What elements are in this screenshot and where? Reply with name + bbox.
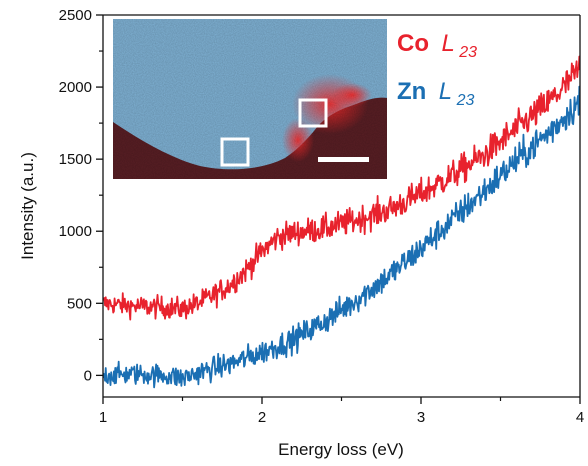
y-axis-title: Intensity (a.u.) xyxy=(18,152,37,260)
legend-entry-co: Co L 23 xyxy=(397,30,477,61)
y-tick-label: 1000 xyxy=(59,223,92,240)
legend-co-edge: L xyxy=(441,30,454,57)
legend-entry-zn: Zn L 23 xyxy=(397,78,474,109)
y-tick-label: 2000 xyxy=(59,79,92,96)
x-axis-title: Energy loss (eV) xyxy=(278,440,404,459)
legend-zn-edge-subscript: 23 xyxy=(456,92,475,109)
inset-marker-co xyxy=(298,98,328,128)
series-line-co xyxy=(103,55,580,321)
legend-co-edge-subscript: 23 xyxy=(458,44,477,61)
y-tick-label: 1500 xyxy=(59,151,92,168)
y-tick-label: 2500 xyxy=(59,7,92,24)
legend-zn-edge: L xyxy=(439,78,452,105)
y-tick-label: 0 xyxy=(84,367,92,384)
x-tick-label: 4 xyxy=(576,409,584,426)
y-tick-label: 500 xyxy=(67,295,92,312)
legend-co-element: Co xyxy=(397,30,429,57)
legend: Co L 23 Zn L 23 xyxy=(397,30,477,109)
inset-scale-bar xyxy=(318,157,369,162)
x-tick-label: 1 xyxy=(99,409,107,426)
legend-zn-element: Zn xyxy=(397,78,426,105)
series-layer xyxy=(103,55,580,389)
x-tick-label: 3 xyxy=(417,409,425,426)
inset-micrograph xyxy=(113,19,387,179)
inset-marker-zn xyxy=(220,137,250,167)
x-tick-label: 2 xyxy=(258,409,266,426)
series-line-zn xyxy=(103,85,580,389)
